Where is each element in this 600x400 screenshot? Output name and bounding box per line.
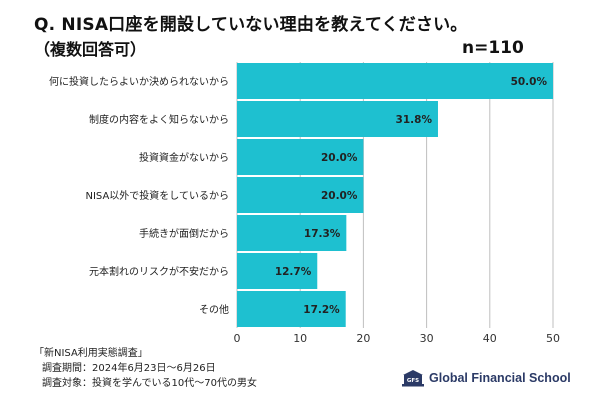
survey-target: 調査対象：投資を学んでいる10代〜70代の男女 [42, 378, 257, 389]
logo-mark-text: GFS [407, 378, 419, 384]
bar [237, 253, 318, 289]
survey-period: 調査期間：2024年6月23日〜6月26日 [42, 363, 216, 374]
chart-subtitle: （複数回答可） [34, 40, 147, 59]
bar [237, 215, 347, 251]
bar [237, 63, 553, 99]
chart-title: Q. NISA口座を開設していない理由を教えてください。 [34, 15, 468, 35]
company-logo: GFS Global Financial School [402, 369, 571, 387]
x-tick-label: 40 [483, 332, 497, 345]
survey-footnote: 「新NISA利用実態調査」 調査期間：2024年6月23日〜6月26日 調査対象… [34, 346, 257, 391]
bar-value-label: 20.0% [321, 152, 358, 164]
x-tick-label: 20 [356, 332, 370, 345]
bar-value-label: 17.3% [304, 228, 341, 240]
survey-name: 「新NISA利用実態調査」 [34, 348, 148, 359]
bar-value-label: 31.8% [396, 114, 433, 126]
bar [237, 177, 364, 213]
bar-value-label: 17.2% [303, 304, 340, 316]
bar-value-label: 50.0% [511, 76, 548, 88]
category-label: 投資資金がないから [139, 151, 229, 164]
bar-value-label: 12.7% [275, 266, 312, 278]
logo-text: Global Financial School [429, 371, 571, 385]
bar [237, 291, 346, 327]
x-tick-label: 30 [420, 332, 434, 345]
category-label: 何に投資したらよいか決められないから [49, 75, 229, 88]
bar [237, 101, 438, 137]
category-label: 制度の内容をよく知らないから [89, 113, 229, 126]
bar [237, 139, 364, 175]
school-building-icon: GFS [402, 370, 424, 387]
sample-size-label: n=110 [462, 38, 524, 58]
x-tick-label: 10 [293, 332, 307, 345]
category-label: 元本割れのリスクが不安だから [89, 265, 229, 278]
x-tick-label: 0 [234, 332, 241, 345]
category-label: 手続きが面倒だから [139, 227, 229, 240]
bar-value-label: 20.0% [321, 190, 358, 202]
category-label: NISA以外で投資をしているから [85, 189, 229, 202]
x-tick-label: 50 [546, 332, 560, 345]
category-label: その他 [199, 303, 229, 316]
